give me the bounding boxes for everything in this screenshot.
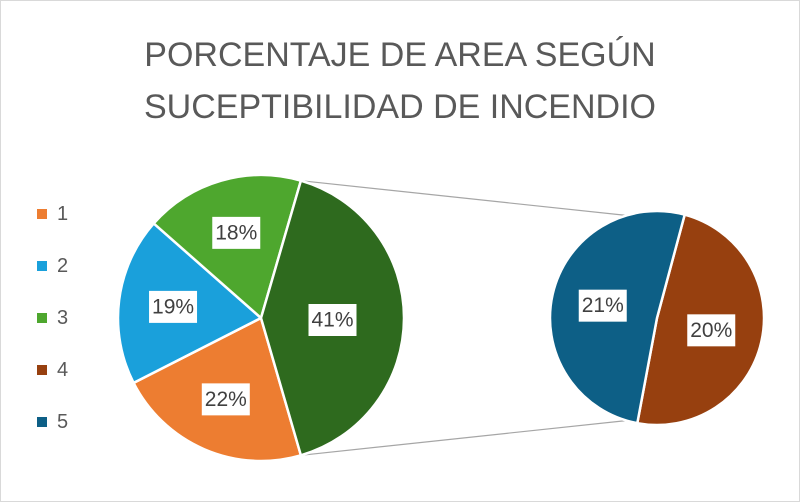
- data-label-3-text: 18%: [215, 221, 257, 244]
- data-label-3-box: [212, 216, 261, 249]
- data-label-1: 22%: [201, 383, 250, 416]
- legend-label-1: 1: [57, 203, 69, 225]
- data-label-1-text: 22%: [205, 388, 247, 411]
- data-label-2: 19%: [149, 290, 198, 323]
- data-label-other-text: 41%: [311, 309, 353, 332]
- legend-swatch-5: [37, 417, 47, 427]
- chart-title-line-1: PORCENTAJE DE AREA SEGÚN: [144, 36, 656, 74]
- data-label-5: 21%: [578, 289, 627, 322]
- legend-swatch-4: [37, 365, 47, 375]
- legend-swatch-1: [37, 209, 47, 219]
- data-label-4-box: [687, 314, 736, 347]
- data-label-4-text: 20%: [690, 319, 732, 342]
- data-label-2-text: 19%: [152, 295, 194, 318]
- data-label-other: 41%: [308, 304, 357, 336]
- connector-line-bottom: [300, 420, 625, 456]
- legend-label-4: 4: [57, 359, 69, 381]
- legend-label-3: 3: [57, 307, 69, 329]
- data-label-5-text: 21%: [582, 294, 624, 317]
- chart-title-line-2: SUCEPTIBILIDAD DE INCENDIO: [144, 88, 656, 126]
- chart-title: PORCENTAJE DE AREA SEGÚN SUCEPTIBILIDAD …: [1, 29, 799, 133]
- data-label-1-box: [201, 383, 250, 416]
- legend-swatch-2: [37, 261, 47, 271]
- legend-label-5: 5: [57, 411, 69, 433]
- data-label-3: 18%: [212, 216, 261, 249]
- legend-label-2: 2: [57, 255, 69, 277]
- data-label-4: 20%: [687, 314, 736, 347]
- legend-swatch-3: [37, 313, 47, 323]
- connector-line-top: [300, 180, 625, 216]
- data-label-5-box: [578, 289, 627, 322]
- data-label-other-box: [308, 304, 357, 336]
- data-label-2-box: [149, 290, 198, 323]
